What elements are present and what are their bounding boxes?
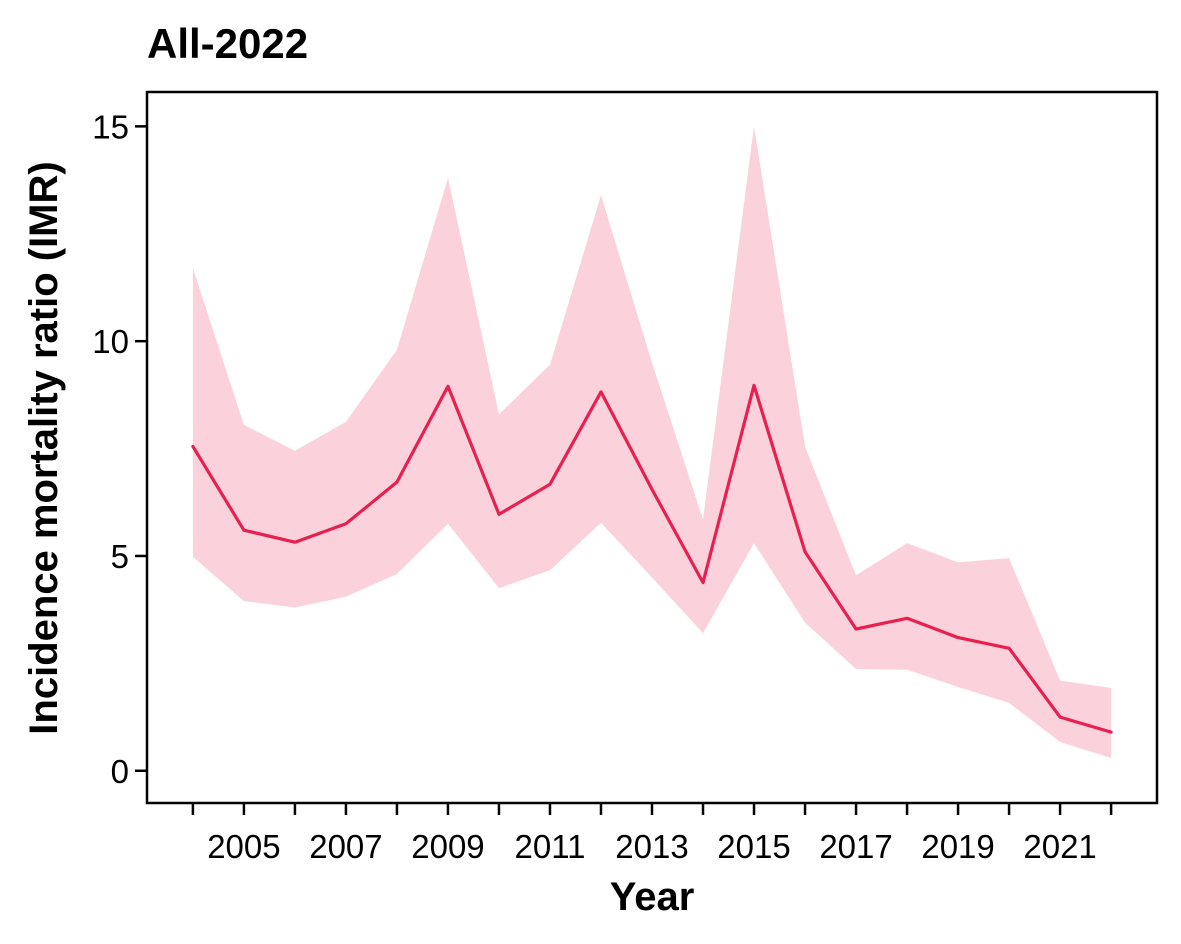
y-axis: 0 5 10 15 — [92, 108, 147, 790]
x-axis: 2005 2007 2009 2011 2013 2015 2017 2019 2021 — [191, 803, 1113, 865]
confidence-band — [192, 126, 1112, 758]
x-tick-label: 2013 — [615, 828, 688, 865]
series-line — [191, 383, 1113, 734]
y-tick-label: 10 — [92, 323, 129, 360]
x-tick-label: 2007 — [309, 828, 382, 865]
x-tick-label: 2015 — [717, 828, 790, 865]
y-tick-label: 5 — [111, 538, 129, 575]
y-tick-label: 15 — [92, 108, 129, 145]
x-tick-label: 2011 — [514, 828, 585, 865]
x-tick-label: 2005 — [207, 828, 280, 865]
y-axis-title: Incidence mortality ratio (IMR) — [22, 161, 66, 734]
plot-area — [191, 126, 1113, 758]
chart-title: All-2022 — [147, 20, 308, 67]
x-tick-label: 2019 — [921, 828, 994, 865]
x-tick-label: 2021 — [1023, 828, 1096, 865]
x-axis-title: Year — [610, 875, 695, 919]
x-tick-label: 2009 — [411, 828, 484, 865]
y-tick-label: 0 — [111, 753, 129, 790]
x-tick-label: 2017 — [819, 828, 892, 865]
